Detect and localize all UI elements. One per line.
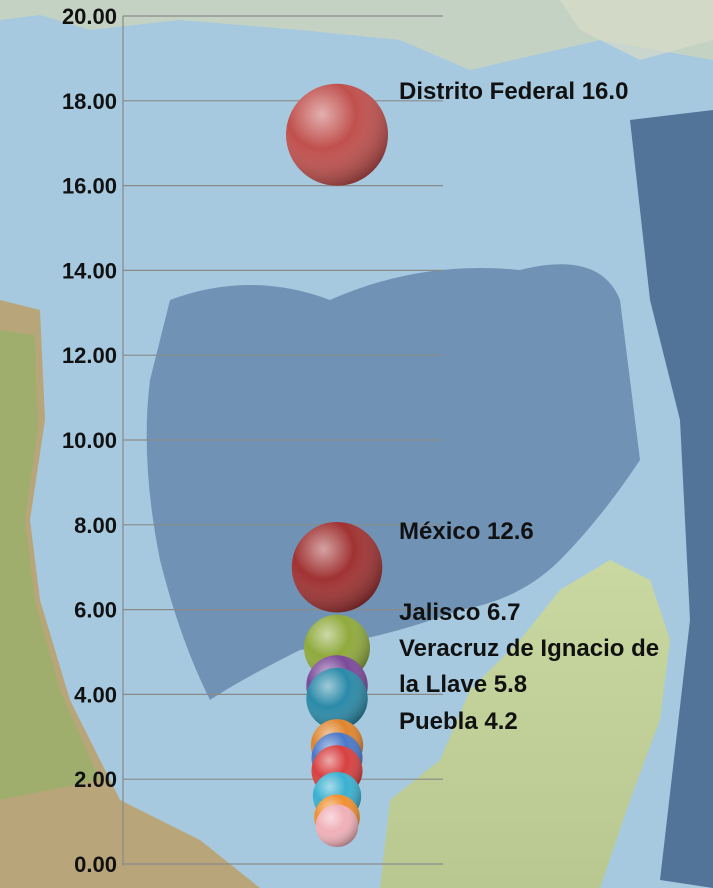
y-axis-tick-labels: 0.00 2.00 4.00 6.00 8.00 10.00 12.00 14.00 16.00…	[62, 4, 117, 877]
y-tick-label: 4.00	[74, 682, 117, 707]
y-tick-label: 8.00	[74, 513, 117, 538]
y-tick-label: 12.00	[62, 343, 117, 368]
y-tick-label: 2.00	[74, 767, 117, 792]
annotations: Distrito Federal 16.0 México 12.6 Jalisc…	[399, 78, 659, 735]
y-tick-label: 16.00	[62, 174, 117, 199]
bubble-shading	[286, 83, 388, 186]
bubble-series	[286, 83, 388, 848]
y-tick-label: 0.00	[74, 852, 117, 877]
annotation-distrito-federal: Distrito Federal 16.0	[399, 78, 628, 105]
y-tick-label: 20.00	[62, 4, 117, 29]
annotation-jalisco: Jalisco 6.7	[399, 599, 520, 626]
y-tick-label: 6.00	[74, 598, 117, 623]
annotation-veracruz-line1: Veracruz de Ignacio de	[399, 635, 659, 662]
gridlines	[123, 15, 443, 865]
annotation-mexico: México 12.6	[399, 518, 534, 545]
bubble-shading	[291, 521, 383, 613]
bubble-shading	[315, 804, 359, 848]
bubble-shading	[306, 667, 368, 730]
y-tick-label: 10.00	[62, 428, 117, 453]
y-tick-label: 18.00	[62, 89, 117, 114]
annotation-puebla: Puebla 4.2	[399, 708, 518, 735]
y-tick-label: 14.00	[62, 258, 117, 283]
annotation-veracruz-line2: la Llave 5.8	[399, 671, 527, 698]
